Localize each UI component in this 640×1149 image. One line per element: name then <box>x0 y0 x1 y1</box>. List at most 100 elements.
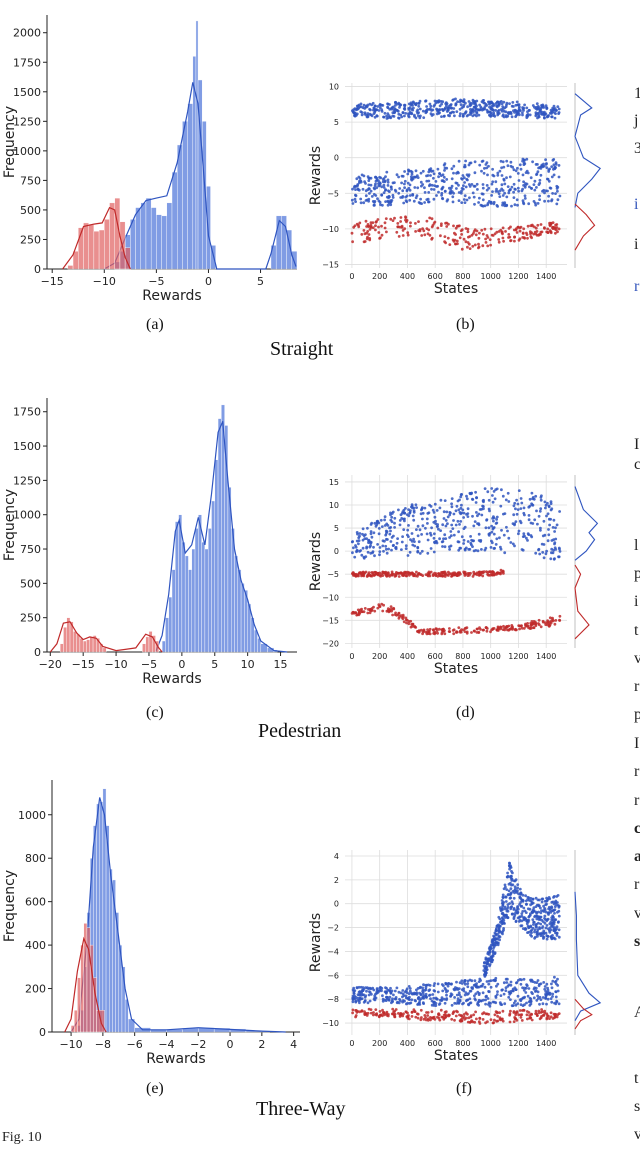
scatter-point <box>459 520 463 523</box>
scatter-point <box>439 498 443 502</box>
y-tick-label: −4 <box>327 947 339 956</box>
scatter-point <box>469 111 473 115</box>
scatter-point <box>405 574 409 578</box>
scatter-point <box>512 105 515 108</box>
scatter-point <box>351 994 355 998</box>
scatter-point <box>547 1014 550 1018</box>
scatter-point <box>490 182 494 186</box>
scatter-point <box>404 1010 408 1014</box>
scatter-point <box>352 546 355 550</box>
y-tick-label: 400 <box>25 939 46 952</box>
scatter-point <box>355 613 359 617</box>
scatter-point <box>509 111 513 114</box>
scatter-point <box>491 938 494 941</box>
scatter-point <box>528 230 532 234</box>
scatter-point <box>398 523 402 527</box>
scatter-point <box>373 554 376 558</box>
scatter-point <box>537 514 541 518</box>
scatter-point <box>524 927 527 930</box>
scatter-point <box>502 887 506 891</box>
scatter-point <box>554 918 558 922</box>
scatter-point <box>546 177 549 181</box>
scatter-point <box>386 524 390 527</box>
scatter-point <box>511 627 514 630</box>
scatter-point <box>435 107 438 111</box>
scatter-point <box>550 507 554 511</box>
scatter-point <box>401 189 405 193</box>
scatter-point <box>374 992 377 996</box>
scatter-point <box>444 524 448 528</box>
scatter-point <box>508 102 511 105</box>
scatter-point <box>385 551 389 555</box>
scatter-point <box>429 531 432 535</box>
scatter-point <box>497 108 501 112</box>
scatter-point <box>539 922 543 926</box>
scatter-point <box>519 1013 522 1017</box>
scatter-point <box>390 573 394 576</box>
scatter-point <box>407 524 410 527</box>
scatter-point <box>501 911 505 915</box>
scatter-point <box>361 187 365 191</box>
scatter-point <box>413 113 416 117</box>
scatter-point <box>492 519 495 523</box>
scatter-point <box>409 538 412 541</box>
histogram-bar <box>150 207 157 270</box>
y-tick-label: −10 <box>322 593 339 602</box>
scatter-point <box>402 574 405 577</box>
scatter-point <box>528 913 532 917</box>
scatter-point <box>391 193 395 197</box>
scatter-point <box>384 188 388 192</box>
scatter-point <box>516 186 520 190</box>
scatter-point <box>375 186 379 190</box>
scatter-point <box>529 997 533 1001</box>
scatter-point <box>447 982 451 986</box>
scatter-point <box>498 169 502 173</box>
scatter-point <box>362 534 366 538</box>
histogram-bar <box>86 639 90 653</box>
scatter-point <box>479 107 483 111</box>
scatter-point <box>498 100 502 104</box>
scatter-point <box>452 110 455 114</box>
scatter-point <box>515 512 519 516</box>
scatter-point <box>380 233 384 237</box>
scatter-point <box>557 928 561 932</box>
scatter-point <box>515 100 519 104</box>
scatter-point <box>494 109 498 112</box>
scatter-point <box>557 164 561 167</box>
scatter-point <box>462 516 465 519</box>
scatter-point <box>502 512 505 516</box>
scatter-point <box>491 167 494 171</box>
scatter-point <box>487 102 491 106</box>
scatter-point <box>405 621 408 625</box>
scatter-point <box>476 549 480 553</box>
scatter-point <box>522 227 526 231</box>
scatter-point <box>539 934 543 937</box>
scatter-point <box>431 508 435 512</box>
scatter-point <box>549 517 552 521</box>
scatter-point <box>497 927 501 931</box>
scatter-point <box>443 235 447 239</box>
scatter-point <box>503 628 507 632</box>
kde-curve <box>62 206 131 270</box>
scatter-point <box>400 181 403 185</box>
y-tick-label: −5 <box>327 189 339 198</box>
scatter-point <box>382 191 386 195</box>
scatter-point <box>521 996 525 1000</box>
scatter-point <box>451 527 455 530</box>
scatter-point <box>539 223 543 226</box>
scatter-point <box>455 187 458 190</box>
scatter-point <box>452 107 456 110</box>
scatter-point <box>446 198 450 201</box>
scatter-point <box>437 1003 441 1006</box>
scatter-point <box>382 183 386 187</box>
scatter-point <box>458 993 461 997</box>
side-char: i <box>634 196 639 213</box>
scatter-point <box>426 1017 430 1021</box>
scatter-point <box>522 627 526 630</box>
scatter-point <box>531 910 535 914</box>
histogram-bar <box>155 640 160 653</box>
scatter-point <box>391 114 395 118</box>
scatter-point <box>529 1016 533 1019</box>
scatter-point <box>488 964 491 968</box>
scatter-point <box>432 628 435 632</box>
